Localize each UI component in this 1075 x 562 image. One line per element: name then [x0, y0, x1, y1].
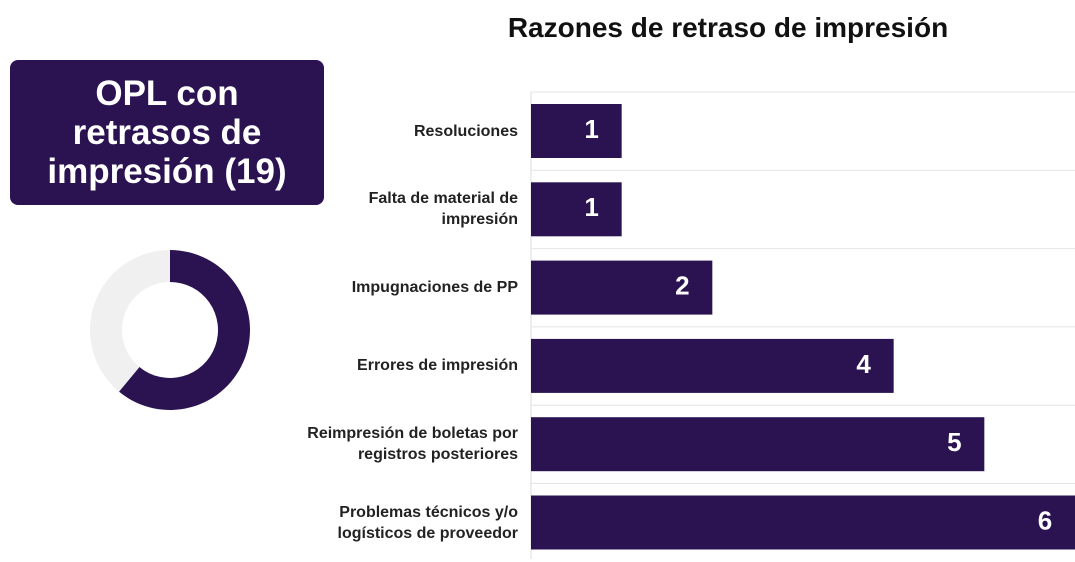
bar — [531, 182, 622, 237]
value-label: 1 — [584, 114, 598, 144]
bar — [531, 260, 713, 315]
category-label: Problemas técnicos y/o logísticos de pro… — [290, 484, 518, 562]
category-text: Reimpresión de boletas por registros pos… — [307, 425, 518, 464]
value-label: 6 — [1038, 505, 1052, 535]
category-text: Resoluciones — [413, 122, 518, 140]
bar — [531, 495, 1075, 550]
category-label: Resoluciones — [290, 92, 518, 170]
donut-slice — [119, 250, 251, 410]
category-label: Falta de material de impresión — [290, 170, 518, 248]
category-label: Errores de impresión — [290, 327, 518, 405]
value-label: 5 — [947, 427, 961, 457]
value-label: 2 — [675, 270, 689, 300]
category-label: Reimpresión de boletas por registros pos… — [290, 405, 518, 483]
summary-title: OPL con retrasos de impresión (19) — [47, 74, 287, 191]
category-text: Errores de impresión — [357, 357, 518, 375]
category-text: Impugnaciones de PP — [351, 279, 518, 297]
value-label: 1 — [584, 192, 598, 222]
chart-title: Razones de retraso de impresión — [507, 12, 949, 43]
category-label: Impugnaciones de PP — [290, 249, 518, 327]
bar — [531, 338, 894, 393]
bar — [531, 104, 622, 158]
category-text: Problemas técnicos y/o logísticos de pro… — [337, 503, 518, 542]
donut-slice — [90, 250, 170, 392]
value-label: 4 — [856, 349, 871, 379]
summary-box: OPL con retrasos de impresión (19) — [10, 60, 324, 205]
bar — [531, 417, 985, 472]
category-text: Falta de material de impresión — [368, 190, 518, 229]
